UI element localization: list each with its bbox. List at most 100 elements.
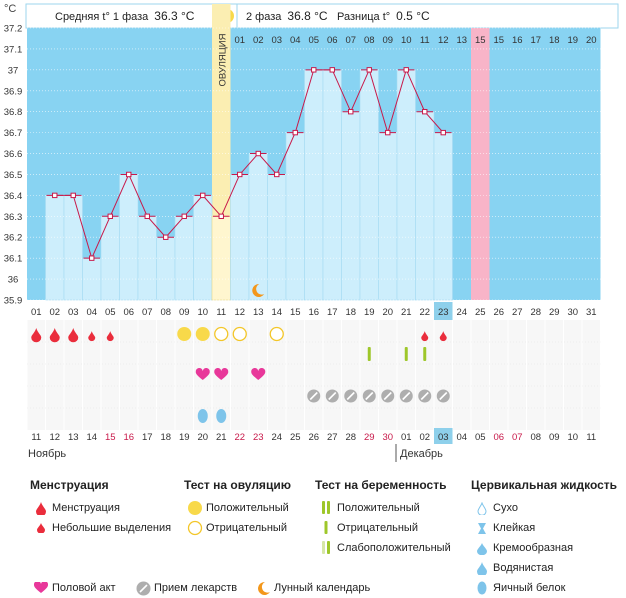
legend-item: Половой акт [52, 582, 116, 594]
top-day-label: 11 [420, 35, 430, 46]
y-axis-unit: °C [4, 3, 16, 15]
y-tick-label: 36.1 [4, 254, 23, 265]
temp-point [163, 234, 169, 240]
y-tick-label: 36.4 [4, 191, 23, 202]
cycle-day-number: 23 [438, 307, 449, 318]
moon-icon [252, 581, 274, 596]
top-day-label: 18 [549, 35, 560, 46]
cycle-day-number: 02 [49, 307, 60, 318]
egg-white-icon [197, 409, 208, 423]
legend-menstruation: Менструация Менструация Небольшие выделе… [30, 478, 171, 538]
legend-item: Менструация [52, 502, 120, 514]
top-day-label: 04 [290, 35, 301, 46]
pill-stroke [420, 391, 429, 401]
cycle-day-number: 12 [234, 307, 245, 318]
sticky-icon [471, 522, 493, 535]
symptom-grid [27, 320, 601, 430]
temp-point [348, 108, 354, 115]
temp-bar [45, 195, 65, 301]
cycle-day-number: 25 [475, 307, 486, 318]
legend-item: Положительный [337, 502, 420, 514]
filled-circle-icon [184, 500, 206, 516]
calendar-date: 21 [216, 432, 227, 443]
cycle-day-number: 27 [512, 307, 523, 318]
y-tick-label: 37.2 [4, 24, 23, 35]
cycle-day-number: 04 [86, 307, 97, 318]
calendar-date: 17 [142, 432, 153, 443]
calendar-date: 11 [586, 432, 596, 443]
y-tick-label: 36.5 [4, 170, 23, 181]
egg-white-icon [471, 581, 493, 595]
temp-point [200, 192, 206, 199]
calendar-date: 28 [345, 432, 356, 443]
cycle-day-number: 05 [105, 307, 116, 318]
cycle-day-number: 10 [197, 307, 208, 318]
temp-point [126, 171, 132, 178]
empty-circle-icon [184, 520, 206, 536]
ovulation-positive-icon [195, 327, 210, 341]
top-day-label: 07 [345, 35, 356, 46]
y-tick-label: 36.3 [4, 212, 23, 223]
temp-point [70, 192, 76, 199]
temperature-line [54, 68, 444, 260]
temp-difference: Разница t° 0.5 °C [337, 9, 430, 23]
temp-bar [63, 195, 83, 301]
temp-point [218, 213, 224, 220]
temp-point [255, 150, 261, 157]
small-drop-icon [30, 523, 52, 533]
legend-item: Яичный белок [493, 582, 566, 594]
temp-point [52, 192, 58, 199]
bbt-chart: Средняя t° 1 фаза 36.3 °C 2 фаза 36.8 °C Р… [4, 3, 619, 462]
calendar-date: 22 [234, 432, 245, 443]
legend-title: Цервикальная жидкость [471, 478, 618, 492]
top-day-label: 13 [456, 35, 467, 46]
pregnancy-negative-icon [367, 347, 371, 361]
calendar-date: 19 [179, 432, 190, 443]
legend-title: Тест на овуляцию [184, 478, 291, 492]
weak-bar-icon [315, 541, 337, 555]
cycle-day-number: 06 [123, 307, 134, 318]
cycle-day-number: 15 [290, 307, 301, 318]
temp-point [385, 129, 391, 136]
cycle-day-number: 17 [327, 307, 338, 318]
cycle-day-number: 01 [31, 307, 42, 318]
calendar-date: 12 [49, 432, 60, 443]
y-tick-label: 36 [8, 275, 19, 286]
legend-item: Прием лекарств [154, 582, 238, 594]
temp-bar [211, 216, 231, 301]
cycle-day-number: 30 [567, 307, 578, 318]
menstruation-drop-icon [68, 328, 79, 343]
cycle-day-number: 13 [253, 307, 264, 318]
legend-cervical-fluid: Цервикальная жидкость Сухо Клейкая Кремо… [471, 478, 617, 598]
cycle-day-number: 24 [456, 307, 467, 318]
cycle-day-number: 31 [586, 307, 597, 318]
temp-bar [359, 69, 379, 301]
cycle-day-number: 16 [308, 307, 319, 318]
legend-bottom: Половой акт Прием лекарств Лунный календ… [30, 578, 382, 598]
cycle-day-number: 07 [142, 307, 153, 318]
temp-bar [156, 236, 176, 301]
calendar-date: 27 [327, 432, 338, 443]
avg-phase2: 2 фаза 36.8 °C [246, 9, 328, 23]
temp-bar [304, 69, 324, 301]
cycle-day-number: 08 [160, 307, 171, 318]
top-day-label: 15 [493, 35, 504, 46]
calendar-date: 14 [86, 432, 97, 443]
top-day-label: 15 [475, 35, 486, 46]
pill-stroke [309, 391, 318, 401]
menstruation-drop-icon [31, 328, 42, 343]
top-day-label: 19 [567, 35, 578, 46]
calendar-date: 20 [197, 432, 208, 443]
heart-icon [251, 367, 266, 380]
legend-item: Отрицательный [206, 522, 287, 534]
ovulation-negative-icon [232, 326, 247, 342]
pill-icon [132, 581, 154, 596]
temp-bar [341, 111, 361, 301]
ovulation-negative-icon [214, 326, 229, 342]
y-tick-label: 37.1 [4, 44, 23, 55]
top-day-label: 03 [271, 35, 282, 46]
top-day-label: 02 [253, 35, 264, 46]
drop-icon [30, 501, 52, 515]
legend-title: Менструация [30, 478, 109, 492]
month-label: Ноябрь [28, 448, 66, 460]
